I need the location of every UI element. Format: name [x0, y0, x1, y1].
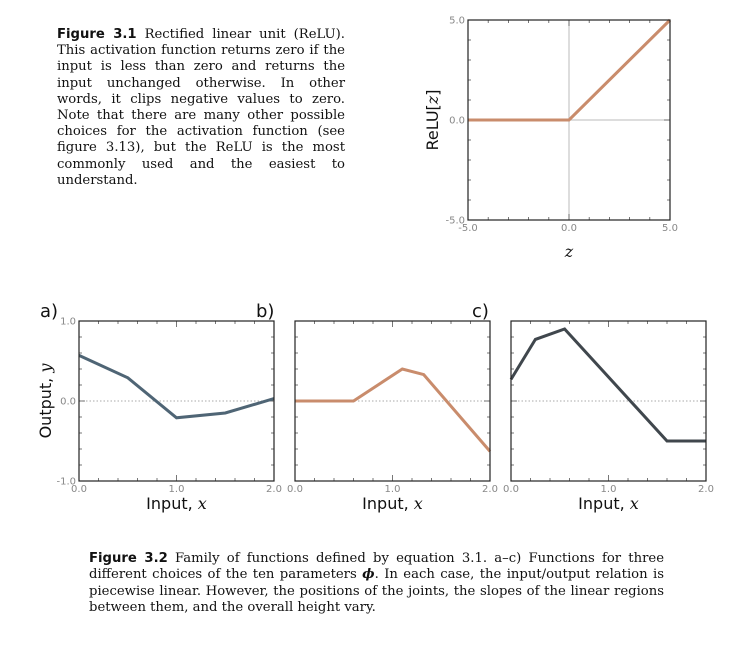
y-axis-label: ReLU[z]: [423, 89, 442, 150]
figure-3-2-caption: Figure 3.2 Family of functions defined b…: [89, 551, 664, 617]
x-tick-label: 5.0: [662, 223, 678, 234]
series-line: [78, 354, 275, 420]
y-axis-label-var: y: [36, 363, 55, 374]
plot-frame: [510, 320, 707, 482]
figure-3-1-label: Figure 3.1: [57, 27, 137, 42]
y-tick-label: 1.0: [60, 317, 76, 328]
y-axis-label: Output, y: [36, 363, 55, 439]
figure-3-1-text: Rectified linear unit (ReLU). This activ…: [57, 27, 345, 188]
figure-3-1-caption: Figure 3.1 Rectified linear unit (ReLU).…: [57, 27, 345, 189]
y-axis-label-bracket-close: ]: [423, 89, 442, 95]
x-tick-label: 2.0: [698, 484, 714, 495]
y-axis-label-arg: z: [423, 95, 442, 105]
y-tick-label: 0.0: [60, 397, 76, 408]
chart-b: 0.0 1.0 2.0 Input, x b): [256, 301, 498, 513]
x-tick-label: -5.0: [458, 223, 478, 234]
x-tick-label: 0.0: [503, 484, 519, 495]
x-tick-label: 1.0: [169, 484, 185, 495]
series-line: [295, 367, 492, 453]
x-axis-label: Input, x: [578, 494, 639, 513]
figure-3-2-text-b: . In each case, the input/output relatio…: [89, 567, 664, 616]
x-axis-label-text: Input,: [146, 494, 198, 513]
figure-3-2-text-a: Family of functions defined by equation …: [89, 551, 664, 583]
figure-3-2-label: Figure 3.2: [89, 551, 168, 566]
x-axis-label-text: Input,: [578, 494, 630, 513]
x-axis-label: Input, x: [146, 494, 207, 513]
phi-symbol: ϕ: [362, 567, 375, 583]
y-axis-label-bracket-open: [: [423, 104, 442, 110]
chart-c: 0.0 1.0 2.0 Input, x c): [472, 301, 714, 513]
panel-label-b: b): [256, 301, 274, 322]
x-axis-label: z: [564, 242, 574, 261]
panel-label-c: c): [472, 301, 489, 322]
x-tick-label: 0.0: [287, 484, 303, 495]
y-tick-label: 5.0: [449, 16, 465, 27]
x-axis-label-text: Input,: [362, 494, 414, 513]
y-axis-label-text: ReLU: [423, 110, 442, 150]
series-line: [468, 18, 672, 122]
x-axis-label-var: x: [414, 494, 423, 513]
x-tick-label: 0.0: [71, 484, 87, 495]
x-tick-label: 2.0: [266, 484, 282, 495]
y-tick-label: -5.0: [445, 216, 465, 227]
panel-label-a: a): [40, 301, 58, 322]
x-tick-label: 0.0: [561, 223, 577, 234]
plot-frame: [467, 19, 671, 221]
y-tick-label: 0.0: [449, 116, 465, 127]
x-tick-label: 2.0: [482, 484, 498, 495]
plot-frame: [294, 320, 491, 482]
plot-frame: [78, 320, 275, 482]
series-line: [509, 327, 706, 443]
x-axis-label: Input, x: [362, 494, 423, 513]
x-tick-label: 1.0: [385, 484, 401, 495]
y-axis-label-text: Output,: [36, 373, 55, 439]
x-axis-label-var: x: [630, 494, 639, 513]
x-axis-label-var: x: [198, 494, 207, 513]
x-tick-label: 1.0: [601, 484, 617, 495]
y-tick-label: -1.0: [56, 477, 76, 488]
